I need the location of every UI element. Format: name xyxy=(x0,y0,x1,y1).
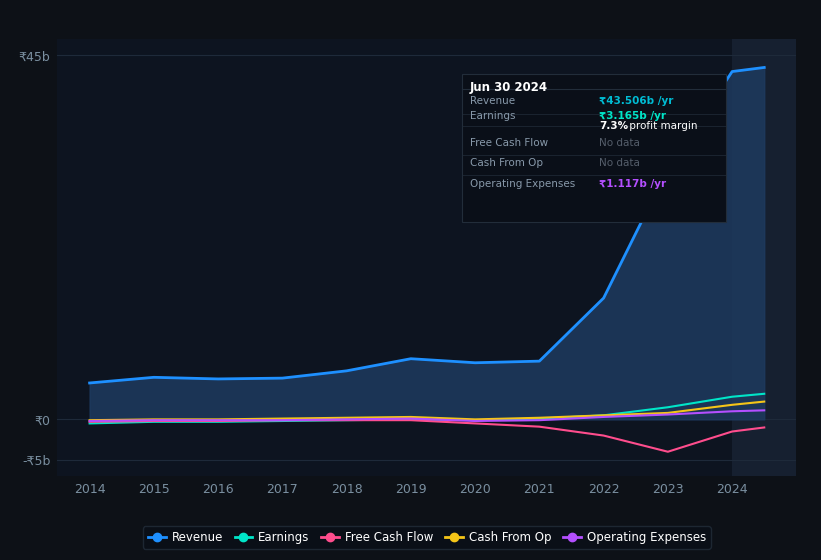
Text: Earnings: Earnings xyxy=(470,111,516,121)
Text: Jun 30 2024: Jun 30 2024 xyxy=(470,81,548,94)
Bar xyxy=(732,39,796,476)
Text: Revenue: Revenue xyxy=(470,96,515,106)
Text: Cash From Op: Cash From Op xyxy=(470,158,543,168)
Text: 7.3%: 7.3% xyxy=(599,121,629,131)
Text: Operating Expenses: Operating Expenses xyxy=(470,179,576,189)
Text: ₹43.506b /yr: ₹43.506b /yr xyxy=(599,96,674,106)
Text: ₹1.117b /yr: ₹1.117b /yr xyxy=(599,179,667,189)
Text: No data: No data xyxy=(599,158,640,168)
Text: Free Cash Flow: Free Cash Flow xyxy=(470,138,548,148)
Text: No data: No data xyxy=(599,138,640,148)
Legend: Revenue, Earnings, Free Cash Flow, Cash From Op, Operating Expenses: Revenue, Earnings, Free Cash Flow, Cash … xyxy=(143,526,711,549)
Text: profit margin: profit margin xyxy=(626,121,697,131)
Text: ₹3.165b /yr: ₹3.165b /yr xyxy=(599,111,667,121)
